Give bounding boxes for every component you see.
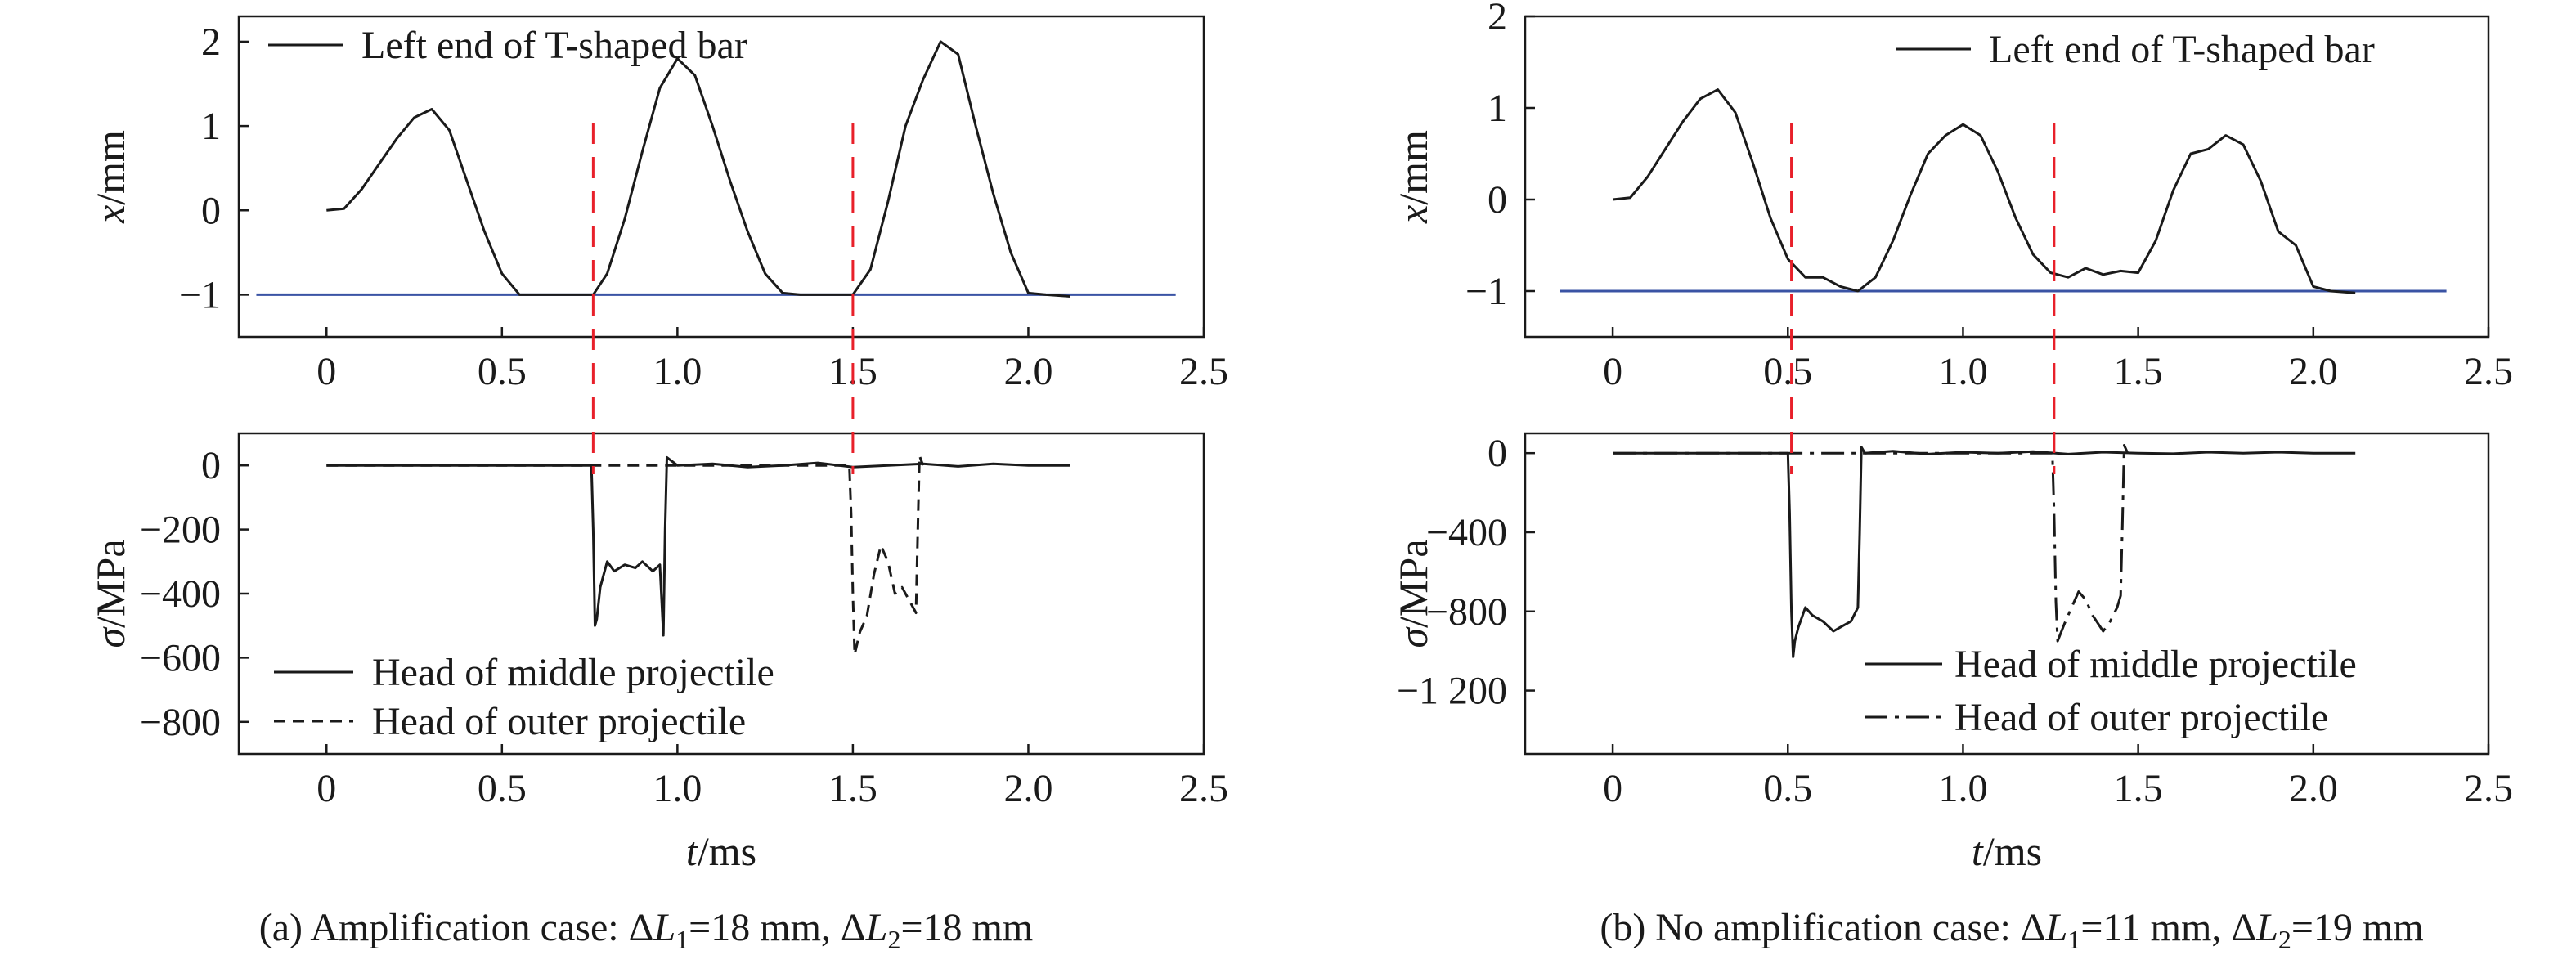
y-tick-label: −800 <box>140 701 221 744</box>
y-tick-label: 1 <box>201 105 221 148</box>
series-line-0 <box>1612 88 2356 294</box>
y-tick-label: 0 <box>201 189 221 232</box>
caption-part: (b) No amplification case: Δ <box>1600 906 2045 949</box>
caption-part: 1 <box>2067 925 2080 954</box>
x-tick-label: 2.0 <box>1003 767 1052 810</box>
panel-a: 0 0.5 1.0 1.5 2.0 2.5 −1 0 1 2 x/mm Left end of T-s… <box>88 15 1228 954</box>
x-tick-label: 2.5 <box>1179 767 1228 810</box>
caption-part: =11 mm, Δ <box>2080 906 2256 949</box>
y-tick-label: 2 <box>1488 0 1507 38</box>
ylabel-unit: /MPa <box>88 539 133 627</box>
x-tick-label: 2.5 <box>2464 350 2513 393</box>
caption-part: 1 <box>675 925 689 954</box>
caption-part: 2 <box>2278 925 2291 954</box>
xlabel-variable: t <box>686 828 698 874</box>
bot-ylabel: σ/MPa <box>1390 539 1436 648</box>
top-axes: 0 0.5 1.0 1.5 2.0 2.5 −1 0 1 2 x/mm Left end of T-s… <box>1390 0 2513 393</box>
x-tick-label: 1.0 <box>653 350 702 393</box>
y-tick-label: 0 <box>1488 178 1507 222</box>
legend-label: Head of outer projectile <box>1954 696 2328 739</box>
ylabel-unit: /mm <box>88 130 133 205</box>
top-frame <box>1524 15 2490 339</box>
legend-label: Head of middle projectile <box>372 651 774 694</box>
x-tick-label: 1.5 <box>2114 350 2163 393</box>
panel-caption: (a) Amplification case: ΔL1=18 mm, ΔL2=1… <box>259 906 1033 954</box>
series-line-1 <box>326 454 925 656</box>
ylabel-variable: x <box>88 205 133 224</box>
x-tick-label: 2.5 <box>1179 350 1228 393</box>
ylabel-unit: /mm <box>1390 130 1436 205</box>
x-tick-label: 2.0 <box>1003 350 1052 393</box>
x-tick-label: 1.5 <box>828 767 877 810</box>
x-axis-label: t/ms <box>1972 828 2042 874</box>
x-tick-label: 1.0 <box>1938 350 1987 393</box>
caption-part: (a) Amplification case: Δ <box>259 906 654 949</box>
caption-part: =19 mm <box>2291 906 2424 949</box>
bot-axes: 0 0.5 1.0 1.5 2.0 2.5 0 −400 −800 −1 200 σ/MPa Head… <box>1390 432 2513 810</box>
bot-frame <box>1524 432 2490 756</box>
legend-label: Head of outer projectile <box>372 700 746 743</box>
x-tick-label: 0.5 <box>1763 767 1812 810</box>
y-tick-label: −1 200 <box>1397 670 1507 713</box>
x-tick-label: 2.5 <box>2464 767 2513 810</box>
caption-part: L <box>2045 906 2068 949</box>
top-frame <box>237 15 1205 339</box>
caption-part: =18 mm, Δ <box>689 906 866 949</box>
ylabel-unit: /MPa <box>1390 539 1436 627</box>
legend-label: Left end of T-shaped bar <box>361 24 747 67</box>
bot-ylabel: σ/MPa <box>88 539 133 648</box>
series-line-0 <box>326 40 1071 298</box>
series-line-1 <box>1613 444 2129 643</box>
x-tick-label: 0.5 <box>478 350 527 393</box>
ylabel-variable: σ <box>1390 626 1436 648</box>
y-tick-label: −400 <box>1426 511 1507 554</box>
y-tick-label: 2 <box>201 20 221 64</box>
x-tick-label: 0 <box>316 767 336 810</box>
top-ylabel: x/mm <box>88 130 133 224</box>
xlabel-unit: /ms <box>1983 828 2042 874</box>
x-tick-label: 0 <box>316 350 336 393</box>
panel-caption: (b) No amplification case: ΔL1=11 mm, ΔL… <box>1600 906 2423 954</box>
x-tick-label: 0.5 <box>1763 350 1812 393</box>
ylabel-variable: x <box>1390 205 1436 224</box>
xlabel-variable: t <box>1972 828 1984 874</box>
legend-label: Left end of T-shaped bar <box>1989 28 2375 71</box>
caption-part: L <box>653 906 675 949</box>
x-tick-label: 1.0 <box>1938 767 1987 810</box>
x-tick-label: 0 <box>1603 350 1622 393</box>
series-line-0 <box>1613 446 2356 658</box>
x-tick-label: 1.0 <box>653 767 702 810</box>
x-tick-label: 0 <box>1603 767 1622 810</box>
caption-part: =18 mm <box>900 906 1033 949</box>
legend-label: Head of middle projectile <box>1954 643 2357 686</box>
x-axis-label: t/ms <box>686 828 756 874</box>
top-ylabel: x/mm <box>1390 130 1436 224</box>
y-tick-label: −1 <box>1465 270 1507 313</box>
x-tick-label: 2.0 <box>2289 350 2338 393</box>
y-tick-label: −600 <box>140 636 221 679</box>
panel-b: 0 0.5 1.0 1.5 2.0 2.5 −1 0 1 2 x/mm Left end of T-s… <box>1390 0 2513 954</box>
xlabel-unit: /ms <box>698 828 756 874</box>
caption-part: L <box>865 906 888 949</box>
y-tick-label: 1 <box>1488 87 1507 130</box>
series-line-0 <box>326 455 1070 637</box>
y-tick-label: −1 <box>179 273 221 316</box>
ylabel-variable: σ <box>88 626 133 648</box>
x-tick-label: 2.0 <box>2289 767 2338 810</box>
bot-axes: 0 0.5 1.0 1.5 2.0 2.5 0 −200 −400 −600 −800 σ/MPa He… <box>88 432 1228 810</box>
caption-part: L <box>2255 906 2278 949</box>
x-tick-label: 1.5 <box>2114 767 2163 810</box>
y-tick-label: 0 <box>1488 432 1507 475</box>
y-tick-label: −200 <box>140 509 221 552</box>
y-tick-label: −800 <box>1426 590 1507 634</box>
y-tick-label: −400 <box>140 572 221 616</box>
caption-part: 2 <box>887 925 900 954</box>
y-tick-label: 0 <box>201 444 221 487</box>
x-tick-label: 0.5 <box>478 767 527 810</box>
